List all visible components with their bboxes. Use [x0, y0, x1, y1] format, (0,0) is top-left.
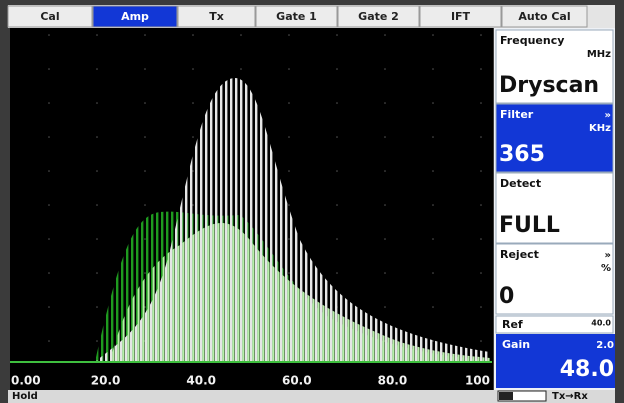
status-connection: Tx→Rx	[552, 391, 588, 402]
status-bar	[8, 390, 615, 403]
gain-label: Gain	[502, 338, 530, 351]
param-value: 365	[499, 142, 545, 167]
tab-label: Gate 1	[276, 10, 317, 23]
tab[interactable]: IFT	[419, 5, 502, 28]
param-box[interactable]: Reject »% 0	[495, 243, 614, 315]
status-mode: Hold	[12, 391, 38, 402]
tab-frame	[501, 5, 588, 28]
tab-label: IFT	[451, 10, 471, 23]
tab-label: Tx	[209, 10, 224, 23]
axis-label: 40.0	[186, 374, 216, 388]
tab-frame	[92, 5, 178, 28]
tab[interactable]: Gate 1	[255, 5, 338, 28]
param-frame	[495, 103, 614, 173]
battery-level	[499, 392, 513, 400]
param-box[interactable]: Detect FULL	[495, 172, 614, 244]
tab-frame	[177, 5, 256, 28]
tab-label: Amp	[121, 10, 149, 23]
param-indicator: »	[605, 110, 611, 121]
gain-step: 2.0	[596, 340, 614, 351]
param-unit: KHz	[589, 123, 611, 134]
axis-label: 20.0	[91, 374, 121, 388]
param-label: Reject	[500, 248, 539, 261]
axis-label: 60.0	[282, 374, 312, 388]
param-box[interactable]: Filter » KHz 365	[495, 103, 614, 173]
tab-label: Gate 2	[358, 10, 399, 23]
battery-icon	[497, 390, 547, 402]
param-unit: MHz	[587, 49, 611, 60]
gain-box[interactable]: Gain 2.0 48.0	[496, 334, 615, 388]
param-label: Frequency	[500, 34, 564, 47]
gain-frame	[496, 334, 615, 388]
axis-label: 0.00	[11, 374, 41, 388]
tab-frame	[7, 5, 93, 28]
tab-label: Auto Cal	[518, 10, 570, 23]
param-indicator: »	[605, 250, 611, 261]
param-unit: %	[601, 263, 611, 274]
tab[interactable]: Tx	[177, 5, 256, 28]
param-label: Filter	[500, 108, 534, 121]
gain-value: 48.0	[560, 357, 614, 382]
param-frame	[495, 29, 614, 104]
tab-frame	[337, 5, 420, 28]
param-label: Detect	[500, 177, 541, 190]
param-value: 0	[499, 284, 514, 309]
param-value: FULL	[499, 213, 560, 238]
param-value: Dryscan	[499, 73, 599, 98]
tab-frame	[419, 5, 502, 28]
tab[interactable]: Auto Cal	[501, 5, 588, 28]
axis-label: 100	[465, 374, 490, 388]
tab[interactable]: Gate 2	[337, 5, 420, 28]
tab[interactable]: Amp	[92, 5, 178, 28]
tab-label: Cal	[40, 10, 59, 23]
param-frame	[495, 172, 614, 244]
axis-label: 80.0	[378, 374, 408, 388]
tab-frame	[255, 5, 338, 28]
param-box[interactable]: Frequency MHz Dryscan	[495, 29, 614, 104]
ref-frame	[495, 315, 614, 334]
tab[interactable]: Cal	[7, 5, 93, 28]
param-frame	[495, 243, 614, 315]
ref-label: Ref	[502, 318, 523, 331]
ref-box: Ref 40.0	[495, 315, 614, 334]
ref-value: 40.0	[591, 319, 611, 328]
waveform	[110, 223, 490, 362]
